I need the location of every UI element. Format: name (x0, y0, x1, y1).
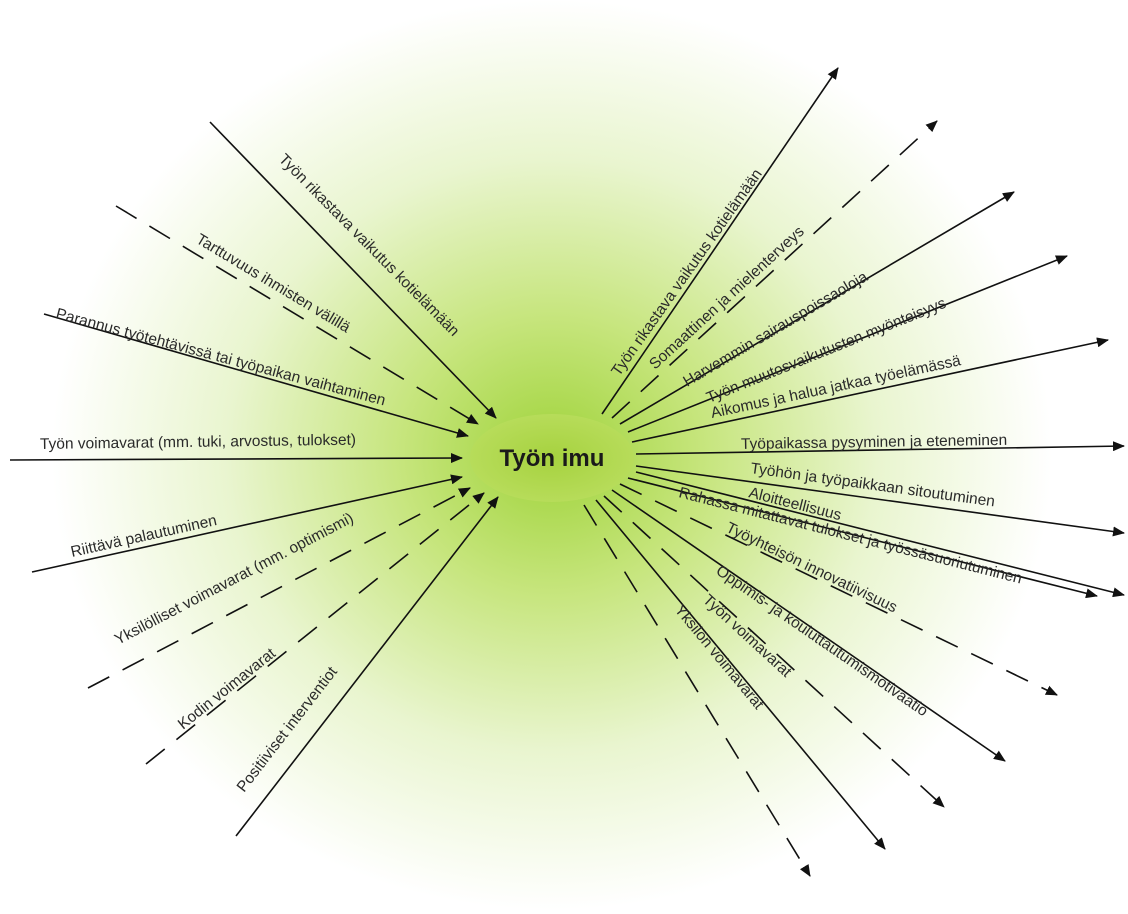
input-arrow-2 (115, 205, 479, 425)
output-arrow-3 (619, 191, 1015, 425)
output-arrow-8 (635, 471, 1125, 598)
input-arrow-7 (145, 492, 485, 765)
output-arrow-10 (619, 483, 1058, 696)
output-arrow-9 (627, 477, 1098, 599)
output-arrow-7 (635, 465, 1125, 537)
output-arrow-11 (611, 489, 1006, 762)
input-arrow-1 (209, 121, 497, 419)
input-arrow-3 (43, 313, 469, 438)
input-label-4: Työn voimavarat (mm. tuki, arvostus, tul… (40, 432, 356, 453)
output-arrow-1 (601, 67, 839, 415)
output-arrow-14 (583, 504, 811, 877)
input-arrow-5 (31, 474, 463, 573)
output-label-6: Työpaikassa pysyminen ja eteneminen (741, 432, 1007, 453)
output-arrow-2 (611, 120, 938, 419)
output-arrow-5 (631, 337, 1109, 443)
output-arrow-6 (635, 441, 1125, 455)
output-arrow-4 (627, 255, 1068, 433)
center-title: Työn imu (500, 445, 605, 472)
input-arrow-4 (9, 453, 463, 464)
center-ellipse (470, 414, 634, 502)
arrows-group (9, 67, 1125, 877)
output-arrow-13 (595, 499, 886, 850)
input-arrow-6 (87, 487, 471, 689)
input-arrow-8 (235, 496, 499, 837)
